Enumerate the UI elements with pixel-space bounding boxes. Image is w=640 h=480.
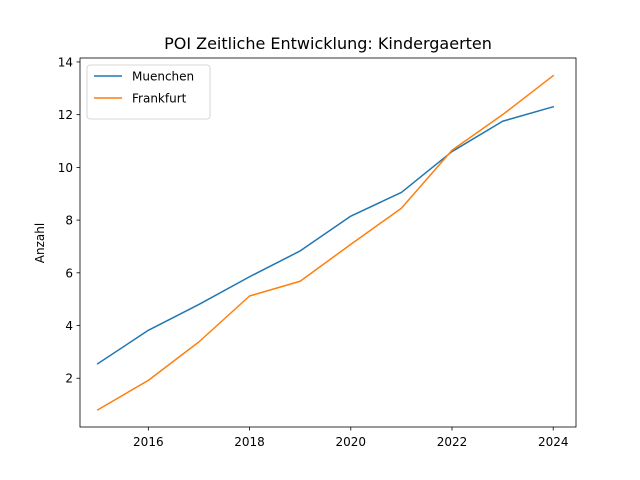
x-tick-label: 2016: [133, 435, 164, 449]
y-tick-label: 12: [58, 108, 73, 122]
x-tick-label: 2022: [437, 435, 468, 449]
series-line-frankfurt: [96, 74, 555, 411]
legend: Muenchen Frankfurt: [86, 64, 211, 120]
y-tick-label: 10: [58, 161, 73, 175]
x-tick-label: 2018: [234, 435, 265, 449]
x-tick-label: 2024: [538, 435, 569, 449]
legend-box: [86, 64, 211, 120]
legend-label-frankfurt: Frankfurt: [132, 92, 187, 106]
y-tick-label: 14: [58, 55, 73, 69]
plot-area: 2016 2018 2020 2022 2024 2 4 6 8 10 12 14: [58, 55, 577, 449]
x-tick-label: 2020: [336, 435, 367, 449]
y-tick-label: 2: [65, 372, 73, 386]
series-line-muenchen: [96, 105, 555, 365]
chart-title: POI Zeitliche Entwicklung: Kindergaerten: [164, 34, 492, 53]
y-tick-label: 8: [65, 214, 73, 228]
legend-label-muenchen: Muenchen: [132, 70, 194, 84]
y-axis-label: Anzahl: [33, 223, 47, 263]
y-tick-label: 6: [65, 266, 73, 280]
y-tick-label: 4: [65, 319, 73, 333]
axes-frame: [79, 57, 577, 428]
